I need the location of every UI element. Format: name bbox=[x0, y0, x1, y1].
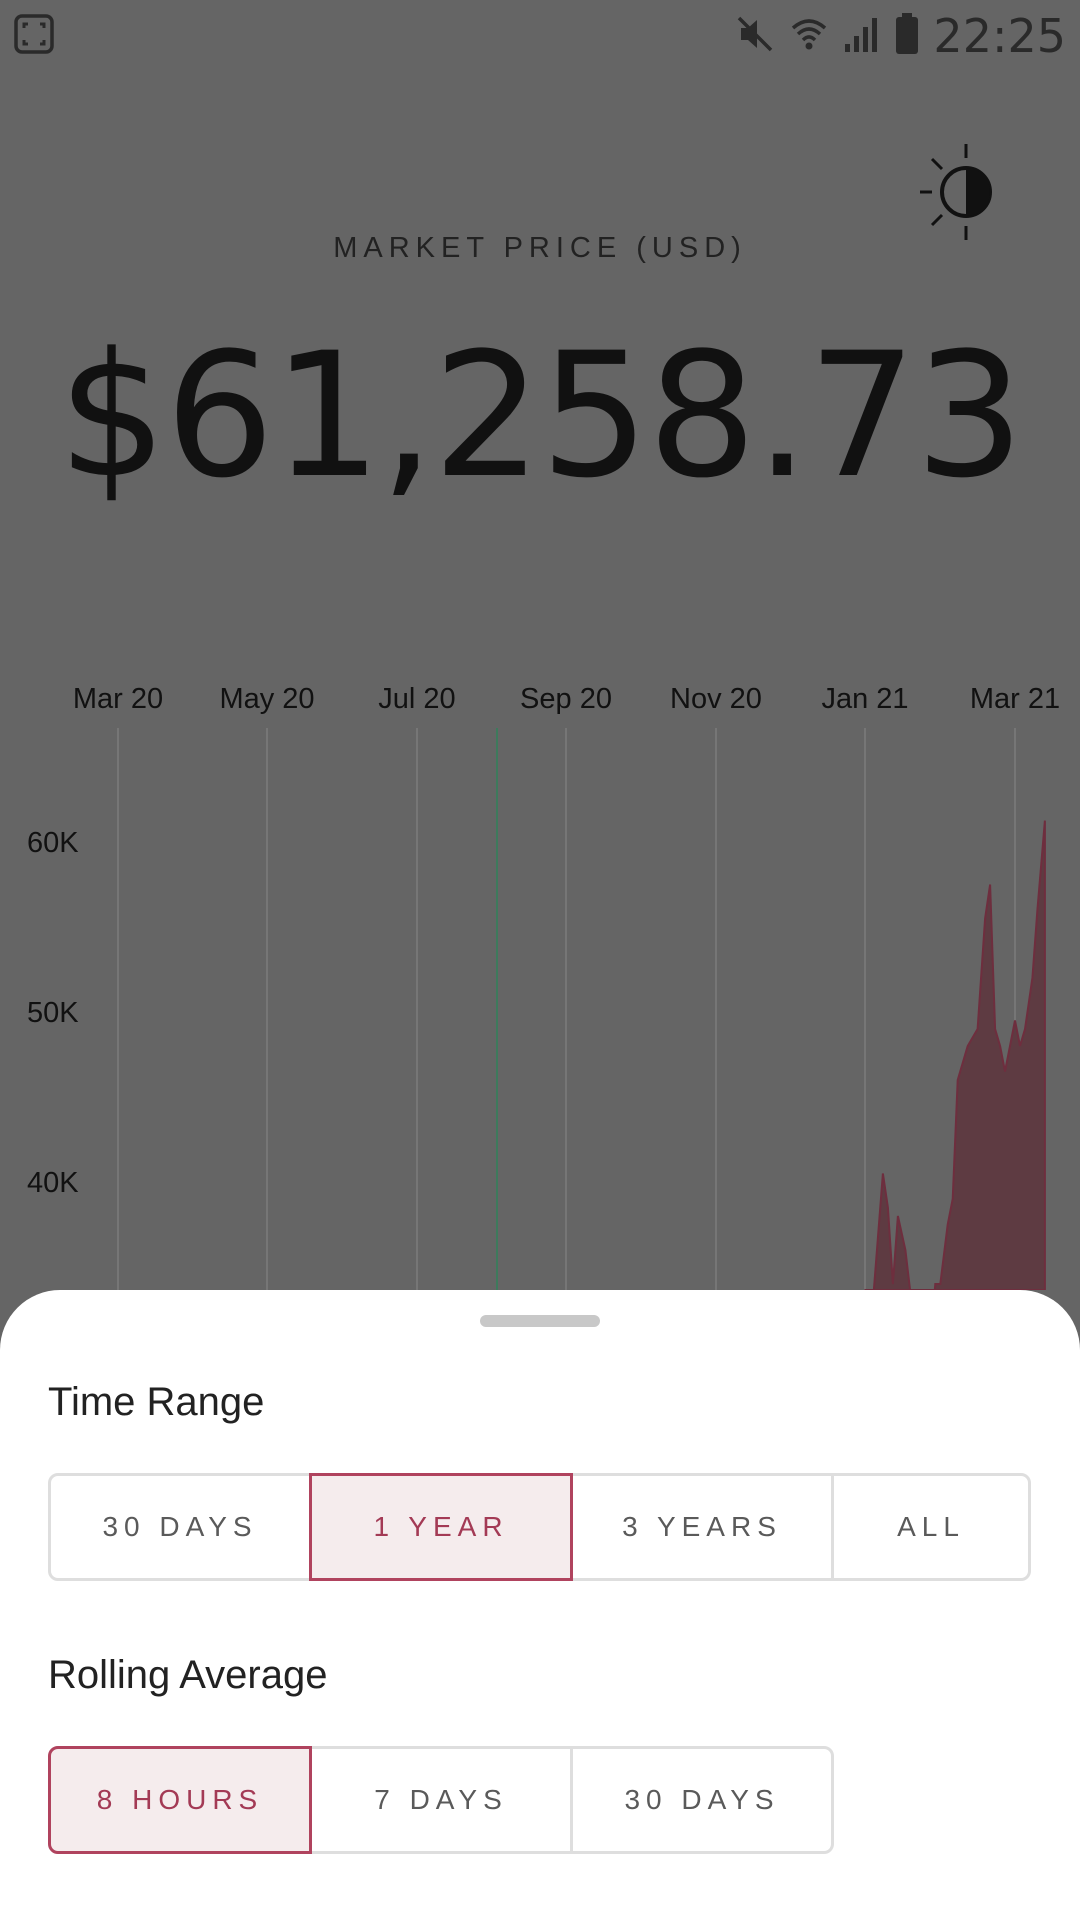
screenshot-icon bbox=[14, 14, 54, 59]
status-bar: 22:25 bbox=[0, 0, 1080, 72]
y-tick-label: 60K bbox=[27, 827, 79, 859]
time-range-selector: 30 DAYS 1 YEAR 3 YEARS ALL bbox=[48, 1473, 1031, 1581]
x-tick-label: Mar 20 bbox=[73, 683, 163, 715]
time-range-3-years[interactable]: 3 YEARS bbox=[570, 1473, 834, 1581]
rolling-average-title: Rolling Average bbox=[48, 1653, 328, 1697]
x-tick-label: Nov 20 bbox=[670, 683, 762, 715]
rolling-average-30-days[interactable]: 30 DAYS bbox=[570, 1746, 834, 1854]
wifi-icon bbox=[789, 14, 829, 59]
y-tick-label: 50K bbox=[27, 997, 79, 1029]
mute-icon bbox=[735, 14, 775, 59]
current-price: $61,258.73 bbox=[57, 315, 1025, 516]
brightness-icon bbox=[920, 144, 992, 240]
x-tick-label: Jul 20 bbox=[378, 683, 455, 715]
market-price-label: MARKET PRICE (USD) bbox=[333, 232, 747, 264]
y-tick-label: 40K bbox=[27, 1167, 79, 1199]
time-range-all[interactable]: ALL bbox=[831, 1473, 1031, 1581]
price-area-series bbox=[864, 820, 1046, 1290]
rolling-average-8-hours[interactable]: 8 HOURS bbox=[48, 1746, 312, 1854]
price-chart[interactable]: Mar 20 May 20 Jul 20 Sep 20 Nov 20 Jan 21 Mar … bbox=[0, 650, 1080, 1290]
theme-toggle-button[interactable] bbox=[918, 140, 1002, 244]
time-range-title: Time Range bbox=[48, 1380, 265, 1424]
settings-sheet: Time Range 30 DAYS 1 YEAR 3 YEARS ALL Ro… bbox=[0, 1290, 1080, 1930]
battery-icon bbox=[895, 12, 919, 60]
sheet-drag-handle[interactable] bbox=[480, 1315, 600, 1327]
signal-icon bbox=[843, 14, 881, 59]
x-tick-label: Sep 20 bbox=[520, 683, 612, 715]
x-tick-label: May 20 bbox=[219, 683, 314, 715]
status-time: 22:25 bbox=[933, 9, 1066, 63]
x-tick-label: Mar 21 bbox=[970, 683, 1060, 715]
time-range-1-year[interactable]: 1 YEAR bbox=[309, 1473, 573, 1581]
rolling-average-selector: 8 HOURS 7 DAYS 30 DAYS bbox=[48, 1746, 834, 1854]
x-tick-label: Jan 21 bbox=[821, 683, 908, 715]
rolling-average-7-days[interactable]: 7 DAYS bbox=[309, 1746, 573, 1854]
time-range-30-days[interactable]: 30 DAYS bbox=[48, 1473, 312, 1581]
